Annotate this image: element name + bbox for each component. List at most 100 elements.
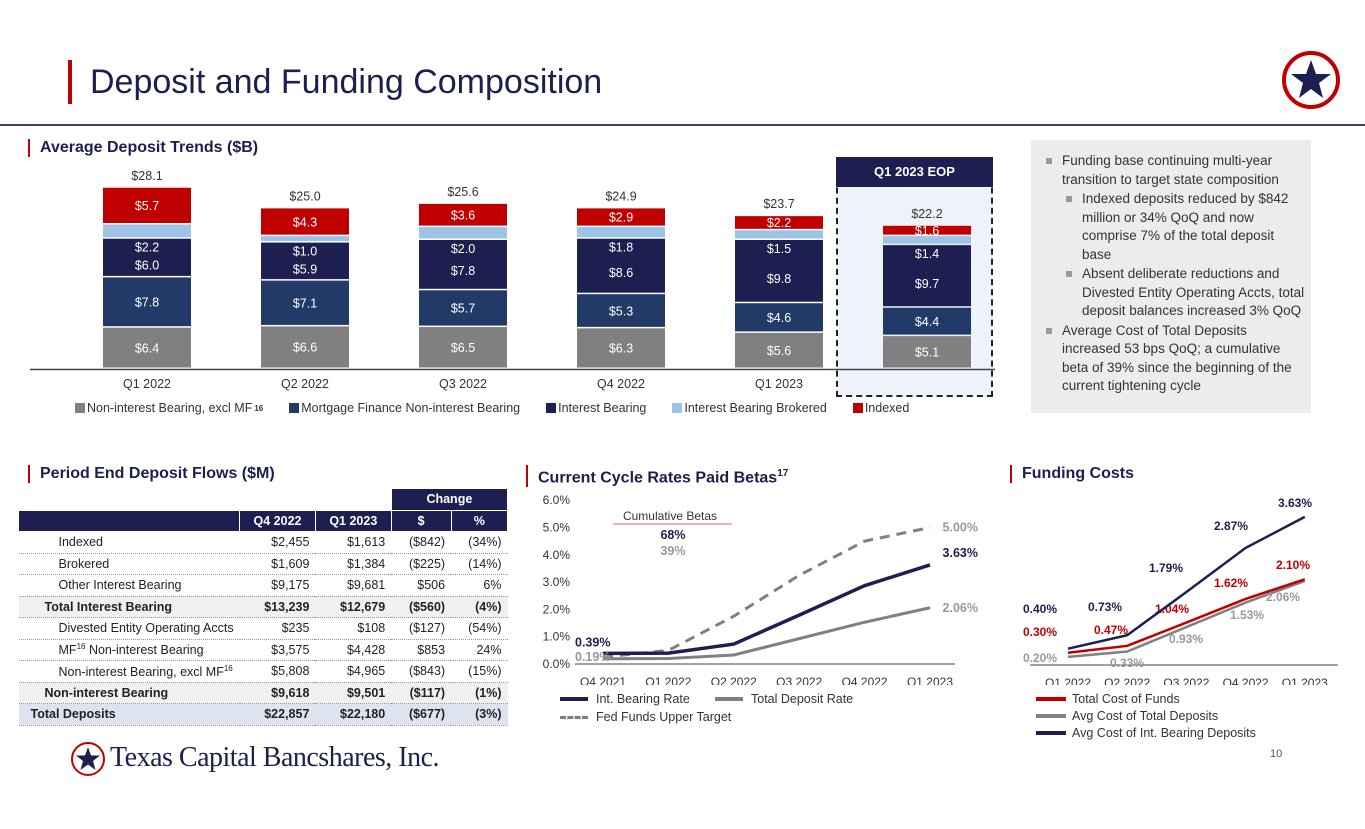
bar-value-label: $7.8	[451, 264, 475, 278]
bar-segment	[261, 326, 349, 368]
row-label-suffix: Non-interest Bearing	[85, 643, 204, 658]
legend-item: Interest Bearing Brokered	[672, 401, 827, 415]
data-label: 2.10%	[1276, 558, 1310, 572]
table-cell: ($560)	[391, 596, 452, 618]
bar-value-label: $4.6	[767, 311, 791, 325]
row-label-text: MF	[58, 643, 77, 658]
table-row: Indexed $2,455 $1,613 ($842) (34%)	[18, 531, 508, 554]
col-header: Q4 2022	[239, 509, 316, 532]
table-row: Total Interest Bearing $13,239 $12,679 ($56…	[18, 596, 508, 618]
row-label: MF16 Non-interest Bearing	[18, 639, 240, 661]
section-title-betas: Current Cycle Rates Paid Betas17	[526, 465, 789, 488]
bullet-item: Absent deliberate reductions and Diveste…	[1066, 265, 1307, 321]
bar-value-label: $6.6	[293, 341, 317, 355]
x-tick-label: Q3 2022	[776, 675, 822, 685]
row-label-text: Brokered	[58, 556, 110, 571]
legend-item: Indexed	[852, 401, 910, 415]
data-label: 1.79%	[1149, 561, 1183, 575]
header-divider	[0, 124, 1365, 126]
bar-value-label: $4.3	[293, 215, 317, 229]
betas-footnote: 17	[777, 468, 789, 479]
y-tick-label: 3.0%	[543, 575, 571, 589]
data-label: 1.04%	[1155, 602, 1189, 616]
table-cell: $13,239	[239, 596, 316, 618]
table-cell: (15%)	[451, 660, 508, 683]
legend-item: Fed Funds Upper Target	[560, 710, 731, 724]
bar-segment	[883, 307, 971, 335]
row-label: Non-interest Bearing	[18, 682, 240, 704]
x-tick-label: Q2 2022	[711, 675, 757, 685]
legend-label: Indexed	[864, 401, 910, 415]
table-row: Non-interest Bearing $9,618 $9,501 ($117) (1…	[18, 682, 508, 704]
data-label: 3.63%	[1278, 496, 1312, 510]
page-number: 10	[1270, 748, 1283, 760]
table-cell: ($843)	[391, 660, 452, 683]
x-tick-label: Q3 2022	[439, 377, 487, 391]
row-label: Indexed	[18, 531, 240, 554]
bar-value-label: $1.6	[915, 224, 939, 238]
bar-segment	[883, 245, 971, 307]
table-cell: $108	[315, 617, 392, 640]
legend-footnote: 16	[254, 403, 264, 413]
table-cell: $235	[239, 617, 316, 640]
y-tick-label: 2.0%	[543, 602, 571, 616]
table-cell: $22,857	[239, 703, 316, 726]
table-cell: ($117)	[391, 682, 452, 704]
bar-total-label: $22.2	[911, 207, 942, 221]
bar-segment	[735, 230, 823, 239]
table-cell: $4,428	[315, 639, 392, 661]
bar-segment	[577, 328, 665, 368]
bar-value-label: $2.2	[135, 241, 159, 255]
table-cell: $3,575	[239, 639, 316, 661]
legend-label: Mortgage Finance Non-interest Bearing	[301, 401, 521, 415]
legend-label: Int. Bearing Rate	[596, 692, 690, 706]
end-value-label: 5.00%	[943, 521, 978, 535]
x-tick-label: Q4 2021	[580, 675, 626, 685]
company-star-icon	[71, 742, 105, 776]
row-label-text: Total Deposits	[30, 707, 116, 722]
row-label-text: Total Interest Bearing	[44, 599, 173, 614]
table-row: Total Deposits $22,857 $22,180 ($677) (3%)	[18, 703, 508, 726]
legend-line	[1036, 714, 1066, 718]
eop-header: Q1 2023 EOP	[836, 157, 993, 187]
bar-segment	[103, 238, 191, 276]
series-line-int-bearing-rate	[602, 563, 931, 656]
betas-title-text: Current Cycle Rates Paid Betas	[538, 469, 778, 487]
bar-segment	[577, 208, 665, 226]
rates-paid-betas-chart: 0.0% 1.0% 2.0% 3.0% 4.0% 5.0% 6.0% Q4 2021 Q1 20…	[543, 493, 978, 685]
legend-line	[1036, 731, 1066, 735]
row-label-text: Other Interest Bearing	[58, 578, 182, 593]
bar-segment	[735, 240, 823, 302]
bar-value-label: $5.3	[609, 304, 633, 318]
legend-item: Total Cost of Funds	[1036, 692, 1180, 706]
legend-line	[560, 697, 588, 701]
legend-swatch	[289, 403, 300, 413]
bar-value-label: $6.0	[135, 259, 159, 273]
bar-segment	[261, 236, 349, 242]
table-cell: $2,455	[239, 531, 316, 554]
bar-segment	[419, 227, 507, 239]
company-logo-text: Texas Capital Bancshares, Inc.	[110, 742, 440, 773]
legend-line	[715, 697, 743, 701]
series-line-total-deposit-rate	[602, 606, 931, 661]
series-line-fed-funds-upper-target	[602, 526, 931, 659]
bar-segment	[735, 216, 823, 229]
table-row: Other Interest Bearing $9,175 $9,681 $506 6%	[18, 574, 508, 597]
table-cell: $853	[391, 639, 452, 661]
bar-total-label: $28.1	[131, 169, 162, 183]
row-label: Total Deposits	[18, 703, 240, 726]
page-title: Deposit and Funding Composition	[90, 63, 603, 101]
legend-label: Interest Bearing	[558, 401, 647, 415]
data-label: 0.30%	[1023, 625, 1057, 639]
row-footnote: 16	[223, 663, 233, 673]
total-deposit-beta: 39%	[660, 544, 685, 558]
bar-value-label: $2.0	[451, 242, 475, 256]
table-cell: ($127)	[391, 617, 452, 640]
row-label: Divested Entity Operating Accts	[18, 617, 240, 640]
table-cell: $22,180	[315, 703, 392, 726]
table-cell: (4%)	[451, 596, 508, 618]
row-label: Other Interest Bearing	[18, 574, 240, 597]
table-cell: (54%)	[451, 617, 508, 640]
table-cell: (3%)	[451, 703, 508, 726]
bar-segment	[261, 208, 349, 235]
